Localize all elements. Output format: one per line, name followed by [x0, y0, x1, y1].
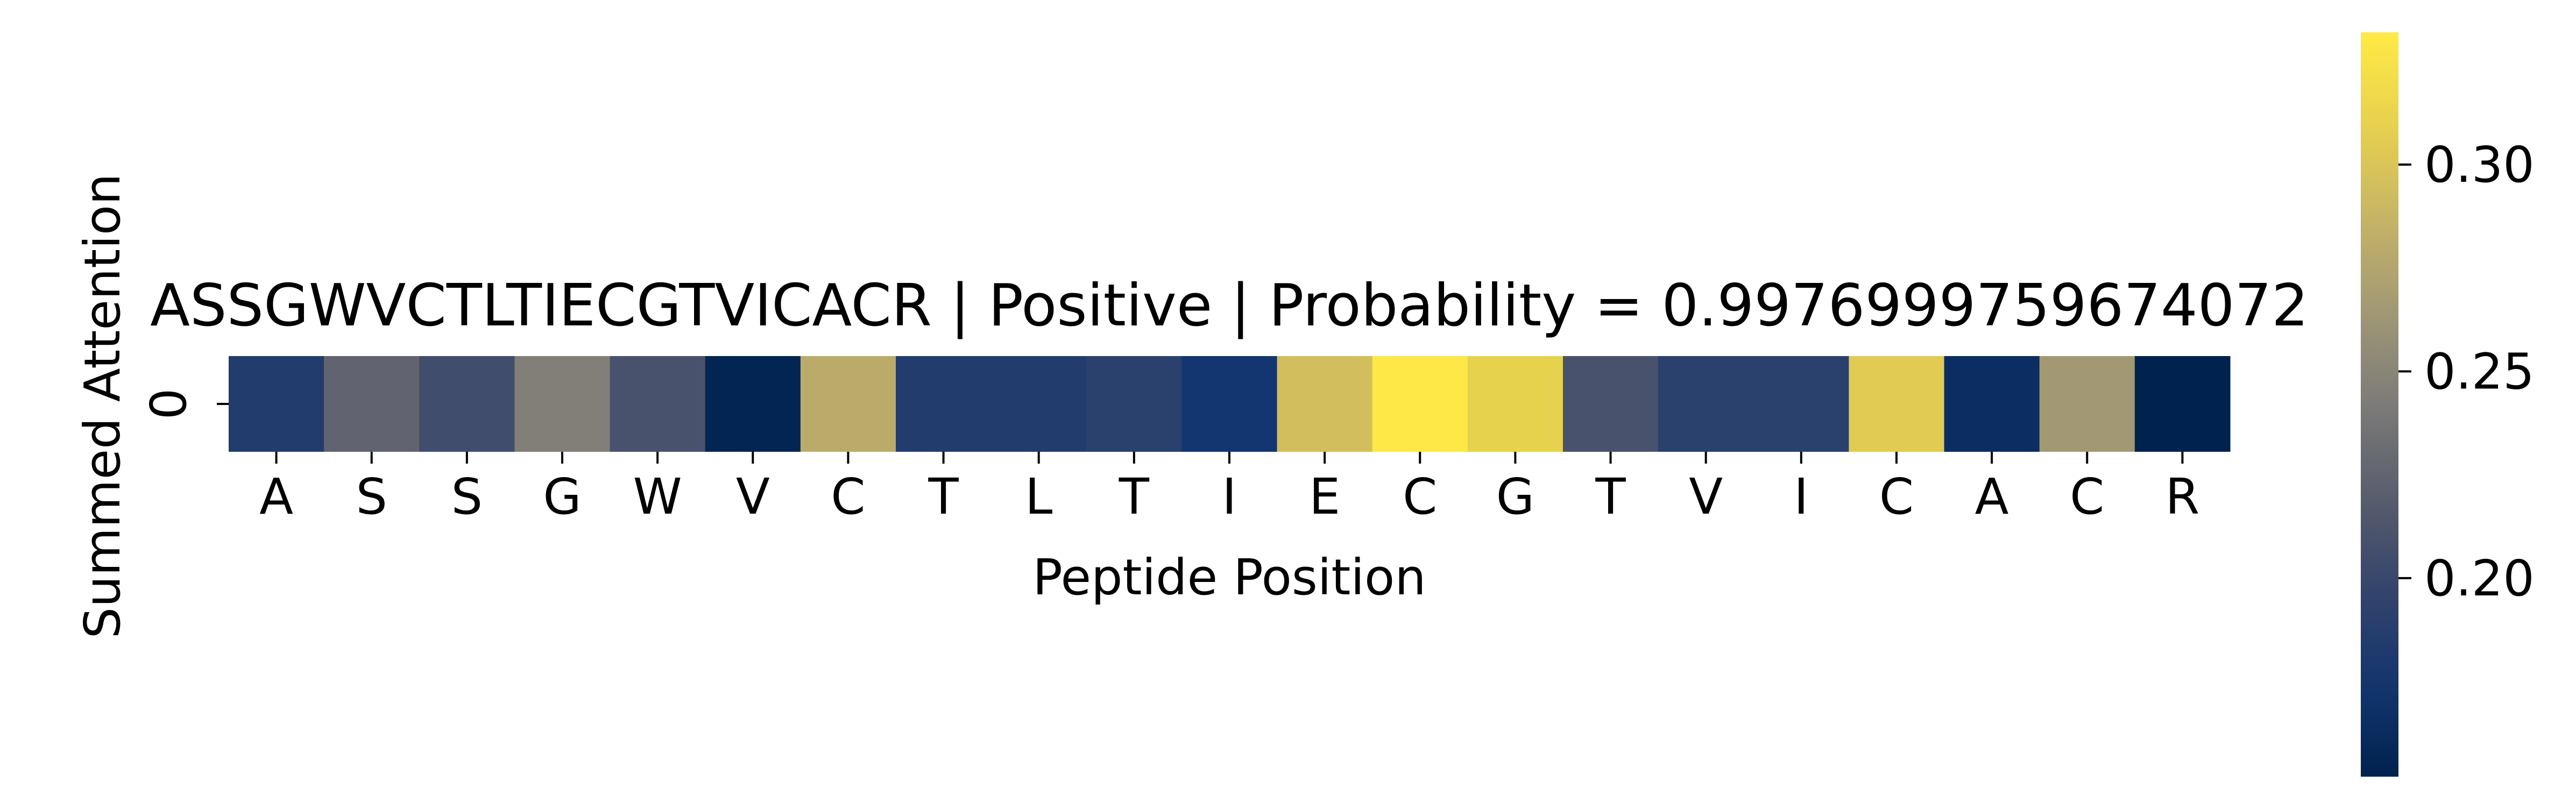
- colorbar-tick-label: 0.25: [2424, 343, 2535, 400]
- x-tick-label: C: [831, 468, 865, 525]
- x-tick-label: T: [1595, 468, 1626, 525]
- heatmap-cells: [229, 356, 2231, 452]
- x-tick-label: I: [1222, 468, 1236, 525]
- heatmap-cell: [419, 356, 515, 452]
- x-tick-label: G: [543, 468, 581, 525]
- x-tick-label: C: [2070, 468, 2104, 525]
- heatmap-cell: [1277, 356, 1373, 452]
- heatmap-cell: [610, 356, 706, 452]
- heatmap-cell: [2134, 356, 2231, 452]
- x-tick-label: A: [1975, 468, 2009, 525]
- heatmap-cell: [1944, 356, 2040, 452]
- heatmap-cell: [1849, 356, 1945, 452]
- x-tick-label: I: [1794, 468, 1808, 525]
- heatmap-cell: [2039, 356, 2135, 452]
- x-axis-label: Peptide Position: [1032, 549, 1426, 606]
- chart-title: ASSGWVCTLTIECGTVICACR | Positive | Proba…: [150, 272, 2309, 339]
- colorbar-tick-label: 0.20: [2424, 550, 2535, 607]
- colorbar-ticks: 0.20 0.25 0.30: [2398, 136, 2535, 607]
- heatmap-cell: [1658, 356, 1754, 452]
- x-tick-label: V: [1689, 468, 1723, 525]
- heatmap-cell: [800, 356, 896, 452]
- x-tick-label: C: [1879, 468, 1914, 525]
- heatmap-cell: [1086, 356, 1183, 452]
- heatmap-cell: [514, 356, 611, 452]
- heatmap-cell: [324, 356, 420, 452]
- heatmap-cell: [1181, 356, 1278, 452]
- x-tick-label: T: [1119, 468, 1150, 525]
- heatmap-cell: [1753, 356, 1850, 452]
- heatmap-cell: [229, 356, 324, 452]
- y-axis-label: Summed Attention: [74, 174, 131, 639]
- heatmap-cell: [896, 356, 992, 452]
- colorbar-tick-label: 0.30: [2424, 136, 2535, 194]
- y-tick-label: 0: [140, 388, 197, 420]
- x-tick-label: E: [1309, 468, 1340, 525]
- x-tick-label: S: [356, 468, 387, 525]
- x-tick-label: A: [259, 468, 293, 525]
- x-tick-label: T: [928, 468, 959, 525]
- heatmap-cell: [991, 356, 1087, 452]
- x-tick-label: L: [1025, 468, 1052, 525]
- x-tick-label: V: [736, 468, 770, 525]
- x-tick-label: W: [633, 468, 682, 525]
- x-tick-label: S: [451, 468, 483, 525]
- y-axis-ticks: 0: [140, 388, 229, 420]
- x-tick-label: C: [1403, 468, 1437, 525]
- heatmap-cell: [705, 356, 801, 452]
- x-tick-label: G: [1496, 468, 1534, 525]
- heatmap-cell: [1563, 356, 1659, 452]
- heatmap-cell: [1467, 356, 1563, 452]
- x-tick-label: R: [2165, 468, 2199, 525]
- colorbar: [2361, 32, 2398, 777]
- heatmap-cell: [1372, 356, 1468, 452]
